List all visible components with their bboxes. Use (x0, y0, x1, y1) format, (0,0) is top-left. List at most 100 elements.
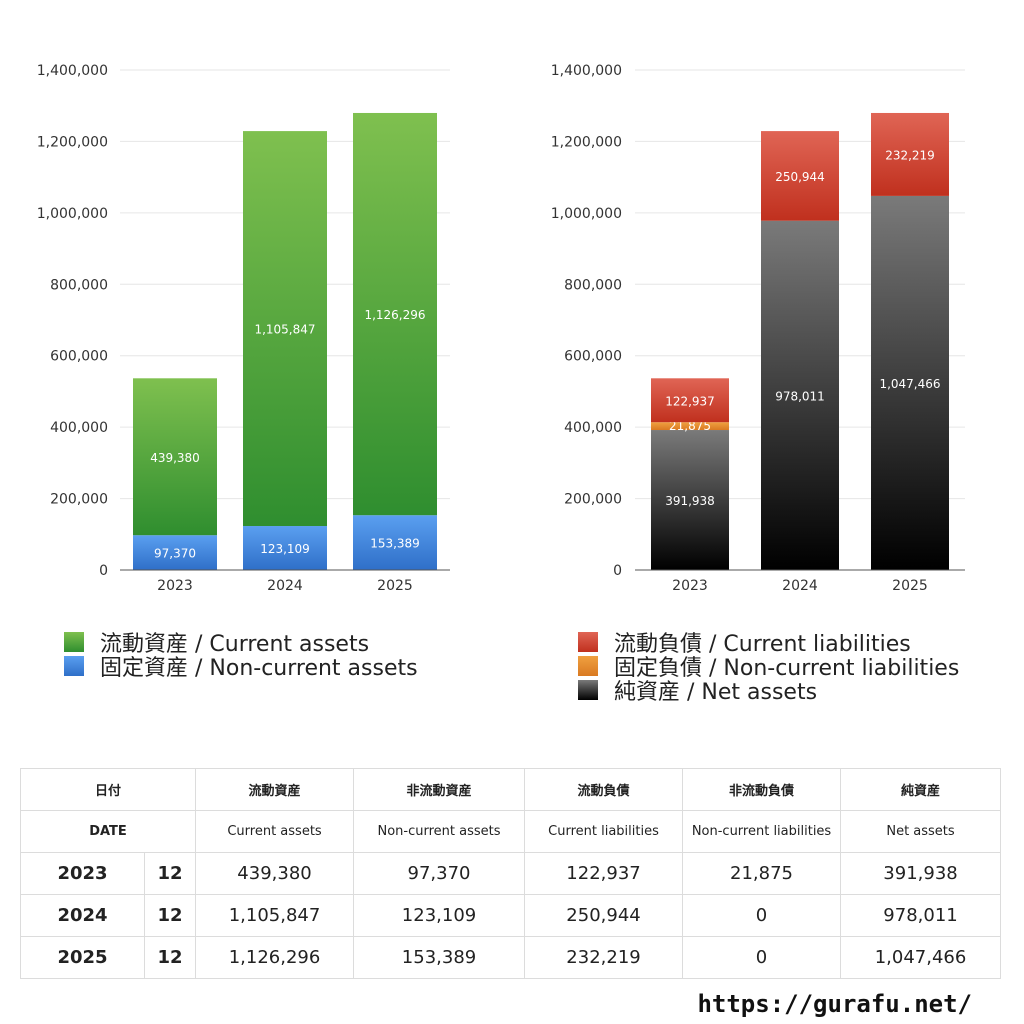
y-tick-label: 200,000 (564, 492, 622, 508)
liabilities-chart: 0 200,000 400,000 600,000 800,000 1,000,000 1,… (551, 63, 965, 594)
y-tick-label: 0 (99, 563, 108, 579)
row-current-liabilities: 250,944 (524, 894, 684, 937)
header-current-assets-jp: 流動資産 (195, 768, 355, 811)
header-net-assets-en: Net assets (840, 810, 1002, 853)
row-net-assets: 1,047,466 (840, 936, 1002, 979)
bar-noncurrent-assets (243, 526, 327, 570)
financial-table: 日付 流動資産 非流動資産 流動負債 非流動負債 純資産 DATE Curren… (19, 768, 1002, 979)
bar-noncurrent-assets (133, 535, 217, 570)
row-noncurrent-assets: 153,389 (353, 936, 526, 979)
table-header-row-en: DATE Current assets Non-current assets C… (19, 810, 1002, 853)
bar-current-assets (353, 112, 437, 516)
table-row: 2024 12 1,105,847 123,109 250,944 0 978,… (20, 894, 1002, 937)
bar-current-assets (243, 131, 327, 527)
row-current-assets: 1,126,296 (195, 936, 355, 979)
row-noncurrent-assets: 123,109 (353, 894, 526, 937)
y-tick-label: 0 (613, 563, 622, 579)
header-date-en: DATE (19, 810, 197, 853)
y-tick-label: 1,000,000 (551, 206, 622, 222)
y-tick-label: 200,000 (50, 492, 108, 508)
data-label-current-assets: 1,105,847 (254, 323, 315, 337)
table-row: 2023 12 439,380 97,370 122,937 21,875 39… (20, 852, 1002, 895)
row-year: 2023 (20, 852, 145, 895)
site-url-link[interactable]: https://gurafu.net/ (697, 990, 972, 1018)
row-net-assets: 391,938 (840, 852, 1002, 895)
legend-swatch-noncurrent-liabilities (578, 656, 598, 676)
bar-noncurrent-assets (353, 515, 437, 570)
header-noncurrent-assets-jp: 非流動資産 (353, 768, 526, 811)
x-tick-label: 2025 (377, 578, 413, 594)
assets-chart: 0 200,000 400,000 600,000 800,000 1,000,000 1,… (37, 63, 450, 594)
y-tick-label: 1,000,000 (37, 206, 108, 222)
data-label-noncurrent-assets: 123,109 (260, 542, 310, 556)
y-tick-label: 600,000 (564, 349, 622, 365)
legend-swatch-noncurrent-assets (64, 656, 84, 676)
row-year: 2025 (20, 936, 145, 979)
row-noncurrent-liabilities: 0 (682, 894, 842, 937)
y-tick-label: 800,000 (50, 277, 108, 293)
header-current-liabilities-en: Current liabilities (524, 810, 684, 853)
legend-label-net-assets: 純資産 / Net assets (614, 680, 818, 705)
row-current-liabilities: 122,937 (524, 852, 684, 895)
row-net-assets: 978,011 (840, 894, 1002, 937)
legend-item-noncurrent-liabilities: 固定負債 / Non-current liabilities (578, 654, 959, 681)
data-label-current-assets: 439,380 (150, 451, 200, 465)
y-tick-label: 1,200,000 (37, 134, 108, 150)
data-label-noncurrent-assets: 97,370 (154, 547, 196, 561)
bar-current-liabilities (871, 112, 949, 196)
data-label-current-liabilities: 122,937 (665, 394, 715, 408)
x-tick-label: 2023 (157, 578, 193, 594)
data-label-current-assets: 1,126,296 (364, 308, 425, 322)
legend-label-noncurrent-assets: 固定資産 / Non-current assets (100, 656, 418, 681)
bar-net-assets (651, 430, 729, 570)
y-tick-label: 800,000 (564, 277, 622, 293)
x-tick-label: 2025 (892, 578, 928, 594)
bar-current-liabilities (761, 131, 839, 221)
y-tick-label: 1,400,000 (551, 63, 622, 79)
bar-net-assets (871, 195, 949, 570)
bar-current-liabilities (651, 378, 729, 423)
bar-net-assets (761, 220, 839, 570)
row-year: 2024 (20, 894, 145, 937)
data-label-net-assets: 978,011 (775, 389, 825, 403)
charts-canvas: 0 200,000 400,000 600,000 800,000 1,000,000 1,… (37, 63, 965, 594)
legend-label-current-liabilities: 流動負債 / Current liabilities (614, 632, 911, 657)
legend-swatch-current-assets (64, 632, 84, 652)
row-current-assets: 1,105,847 (195, 894, 355, 937)
table-header-row-jp: 日付 流動資産 非流動資産 流動負債 非流動負債 純資産 (19, 768, 1002, 811)
y-tick-label: 400,000 (50, 420, 108, 436)
x-tick-label: 2024 (267, 578, 303, 594)
liabilities-legend: 流動負債 / Current liabilities 固定負債 / Non-cu… (578, 630, 959, 705)
y-tick-label: 400,000 (564, 420, 622, 436)
row-noncurrent-liabilities: 0 (682, 936, 842, 979)
y-tick-label: 1,400,000 (37, 63, 108, 79)
header-date-jp: 日付 (19, 768, 197, 811)
legend-item-current-liabilities: 流動負債 / Current liabilities (578, 630, 959, 657)
legend-swatch-net-assets (578, 680, 598, 700)
row-month: 12 (143, 894, 197, 937)
header-current-assets-en: Current assets (195, 810, 355, 853)
x-tick-label: 2023 (672, 578, 708, 594)
row-current-assets: 439,380 (195, 852, 355, 895)
y-tick-label: 1,200,000 (551, 134, 622, 150)
data-label-noncurrent-assets: 153,389 (370, 537, 420, 551)
legend-label-current-assets: 流動資産 / Current assets (100, 632, 370, 657)
table-row: 2025 12 1,126,296 153,389 232,219 0 1,04… (20, 936, 1002, 979)
row-noncurrent-assets: 97,370 (353, 852, 526, 895)
row-noncurrent-liabilities: 21,875 (682, 852, 842, 895)
data-label-net-assets: 1,047,466 (879, 377, 940, 391)
assets-legend: 流動資産 / Current assets 固定資産 / Non-current… (64, 630, 418, 681)
header-net-assets-jp: 純資産 (840, 768, 1002, 811)
legend-item-noncurrent-assets: 固定資産 / Non-current assets (64, 654, 418, 681)
data-label-noncurrent-liabilities: 21,875 (669, 419, 711, 433)
legend-label-noncurrent-liabilities: 固定負債 / Non-current liabilities (614, 656, 960, 681)
header-noncurrent-liabilities-en: Non-current liabilities (682, 810, 842, 853)
header-noncurrent-assets-en: Non-current assets (353, 810, 526, 853)
header-current-liabilities-jp: 流動負債 (524, 768, 684, 811)
row-current-liabilities: 232,219 (524, 936, 684, 979)
y-tick-label: 600,000 (50, 349, 108, 365)
data-label-net-assets: 391,938 (665, 494, 715, 508)
legend-swatch-current-liabilities (578, 632, 598, 652)
header-noncurrent-liabilities-jp: 非流動負債 (682, 768, 842, 811)
bar-current-assets (133, 378, 217, 536)
